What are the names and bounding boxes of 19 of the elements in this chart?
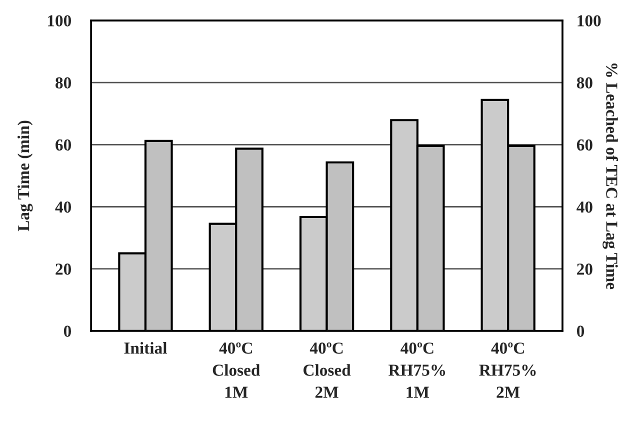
y2-tick-label: 40 (576, 201, 592, 213)
y2-tick-label: 100 (578, 15, 601, 26)
y-tick-label: 0 (64, 326, 72, 337)
x-tick-label: Initial (124, 342, 167, 354)
y2-tick-label: 20 (577, 264, 592, 275)
x-tick-label: 40ºC RH75% 2M (479, 342, 536, 398)
y-tick-label: 20 (56, 264, 72, 275)
x-tick-label: 40ºC RH75% 1M (388, 342, 446, 398)
y-tick-label: 80 (56, 77, 72, 89)
y-tick-label: 60 (56, 139, 72, 151)
y-axis-title: Lag Time (min) (18, 120, 33, 232)
y2-axis-title: % Leached of TEC at Lag Time (602, 64, 618, 290)
y-tick-label: 40 (55, 201, 72, 213)
y-tick-label: 100 (48, 15, 72, 26)
y2-tick-label: 80 (576, 77, 592, 89)
x-tick-label: 40ºC Closed 2M (304, 342, 351, 398)
y2-tick-label: 60 (576, 139, 592, 151)
x-tick-label: 40ºC Closed 1M (212, 342, 260, 398)
y2-tick-label: 0 (576, 326, 584, 337)
